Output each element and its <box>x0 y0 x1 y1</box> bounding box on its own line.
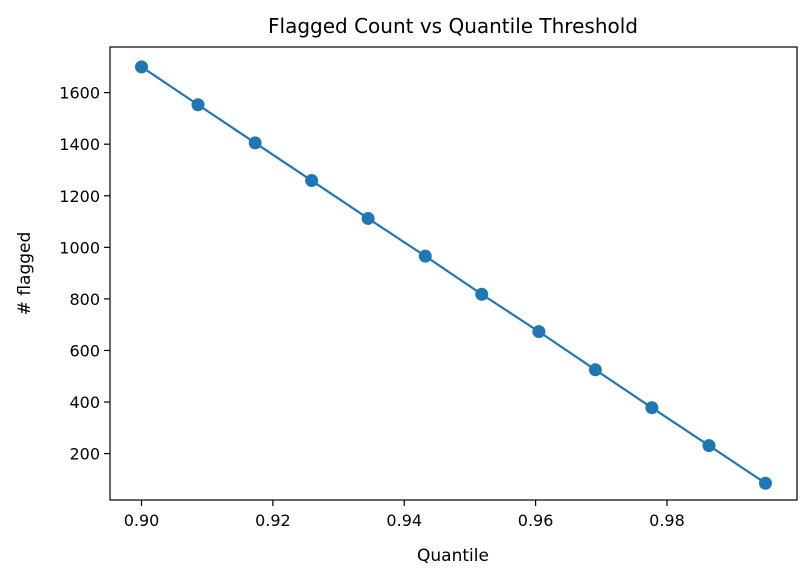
data-point <box>305 174 319 188</box>
y-tick-label: 1200 <box>59 187 100 206</box>
chart-title: Flagged Count vs Quantile Threshold <box>268 14 638 38</box>
data-point <box>248 136 262 150</box>
data-point <box>418 249 432 263</box>
y-tick-label: 1400 <box>59 135 100 154</box>
y-tick-label: 800 <box>69 290 100 309</box>
data-point <box>588 363 602 377</box>
axes-frame <box>109 46 798 501</box>
y-tick-label: 1600 <box>59 84 100 103</box>
plot-area <box>135 60 772 490</box>
data-point <box>135 60 149 74</box>
series-line <box>140 65 767 485</box>
y-tick-label: 600 <box>69 341 100 360</box>
data-point <box>475 287 489 301</box>
x-tick-label: 0.98 <box>649 511 685 530</box>
x-tick-label: 0.90 <box>124 511 160 530</box>
x-axis: 0.90 0.92 0.94 0.96 0.98 <box>124 500 685 530</box>
x-tick-label: 0.94 <box>386 511 422 530</box>
data-point <box>361 211 375 225</box>
data-point <box>702 439 716 453</box>
x-axis-label: Quantile <box>417 546 489 566</box>
data-point <box>191 98 205 112</box>
x-tick-label: 0.96 <box>518 511 554 530</box>
y-tick-label: 400 <box>69 393 100 412</box>
data-point <box>645 401 659 415</box>
x-tick-label: 0.92 <box>255 511 291 530</box>
data-point <box>532 325 546 339</box>
y-tick-label: 1000 <box>59 238 100 257</box>
data-point <box>758 476 772 490</box>
y-tick-label: 200 <box>69 445 100 464</box>
y-axis-label: # flagged <box>15 232 35 316</box>
y-axis: 200 400 600 800 1000 1200 1400 1600 <box>59 84 110 464</box>
